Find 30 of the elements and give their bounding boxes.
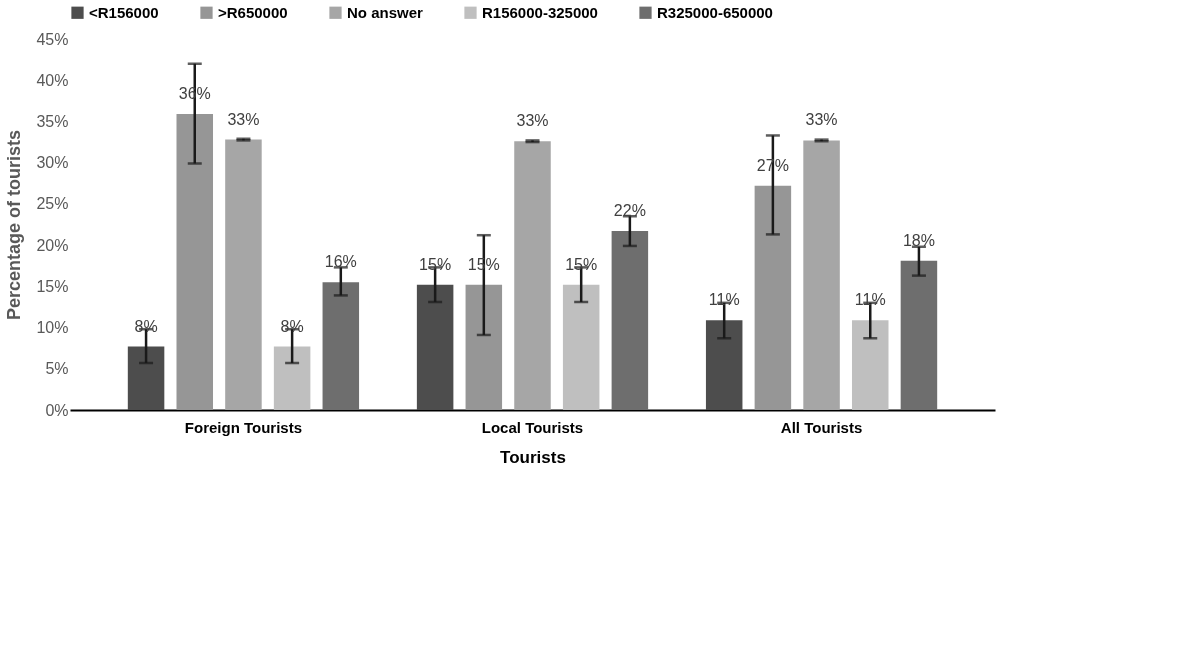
y-tick-label: 15% bbox=[36, 277, 69, 295]
data-label: 33% bbox=[516, 112, 549, 130]
data-label: 33% bbox=[227, 110, 260, 128]
data-label: 16% bbox=[324, 253, 357, 271]
y-tick-label: 10% bbox=[36, 319, 69, 337]
data-label: 15% bbox=[565, 255, 598, 273]
y-tick-label: 35% bbox=[36, 112, 69, 130]
legend-label: >R650000 bbox=[218, 3, 288, 21]
y-tick-label: 25% bbox=[36, 195, 69, 213]
y-tick-label: 20% bbox=[36, 236, 69, 254]
data-label: 18% bbox=[902, 231, 935, 249]
y-tick-label: 40% bbox=[36, 71, 69, 89]
data-label: 11% bbox=[708, 291, 740, 309]
data-label: 11% bbox=[854, 291, 886, 309]
y-tick-label: 5% bbox=[45, 360, 69, 378]
data-label: 15% bbox=[419, 255, 452, 273]
data-label: 33% bbox=[805, 111, 838, 129]
legend-label: No answer bbox=[347, 3, 424, 21]
y-axis-title: Percentage of tourists bbox=[4, 129, 25, 321]
data-label: 22% bbox=[613, 202, 646, 220]
x-axis-title: Tourists bbox=[500, 447, 566, 467]
x-tick-label: Foreign Tourists bbox=[184, 418, 303, 436]
y-tick-label: 30% bbox=[36, 154, 69, 172]
legend-label: <R156000 bbox=[89, 3, 159, 21]
x-tick-label: Local Tourists bbox=[481, 418, 584, 436]
x-tick-label: All Tourists bbox=[780, 418, 863, 436]
legend-label: R325000-650000 bbox=[657, 3, 773, 21]
legend-label: R156000-325000 bbox=[482, 3, 598, 21]
y-tick-label: 0% bbox=[45, 401, 69, 419]
y-tick-label: 45% bbox=[36, 30, 69, 48]
